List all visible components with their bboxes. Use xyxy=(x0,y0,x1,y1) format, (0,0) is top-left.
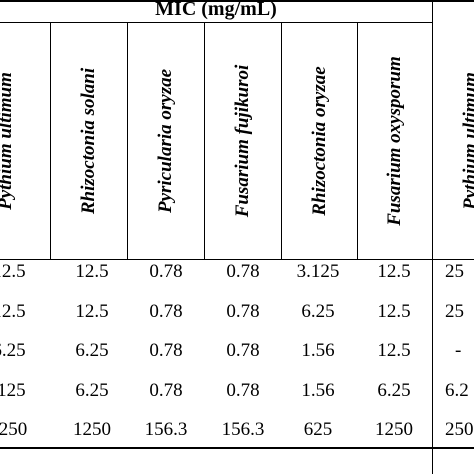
column-divider xyxy=(432,0,433,474)
group-header: MIC (mg/mL) xyxy=(155,0,277,20)
column-header: Fusarium fujikuroi xyxy=(232,64,253,218)
table-cell: 6.25 xyxy=(301,301,335,322)
header-rule xyxy=(0,259,474,260)
column-divider xyxy=(281,23,282,259)
table-cell: 12.5 xyxy=(0,261,26,282)
table-cell: 0.78 xyxy=(149,261,183,282)
table-cell: 25 xyxy=(445,301,464,322)
column-header: Rhizoctonia solani xyxy=(78,67,99,215)
table-cell: 156.3 xyxy=(144,419,188,440)
table-cell: 3.125 xyxy=(296,261,340,282)
table-cell: - xyxy=(455,340,462,361)
table-cell: 0.78 xyxy=(226,380,260,401)
group-rule xyxy=(0,22,432,23)
column-header: Rhizoctonia oryzae xyxy=(309,66,330,216)
table-cell: 6.25 xyxy=(377,380,411,401)
column-divider xyxy=(50,23,51,259)
column-divider xyxy=(127,23,128,259)
table-cell: 6.25 xyxy=(75,340,109,361)
table-cell: 250 xyxy=(0,419,28,440)
table-cell: 0.78 xyxy=(226,340,260,361)
column-header: Pythium ultimum xyxy=(460,72,474,210)
table-cell: 12.5 xyxy=(75,261,109,282)
column-divider xyxy=(357,23,358,259)
table-cell: 0.78 xyxy=(149,380,183,401)
table-cell: 156.3 xyxy=(221,419,265,440)
table-cell: 0.78 xyxy=(149,301,183,322)
table-cell: 6.25 xyxy=(75,380,109,401)
table-cell: 12.5 xyxy=(0,301,26,322)
table-cell: 12.5 xyxy=(75,301,109,322)
table-cell: 1250 xyxy=(73,419,111,440)
table-cell: 12.5 xyxy=(377,340,411,361)
table-cell: 12.5 xyxy=(377,261,411,282)
table-cell: 0.78 xyxy=(226,261,260,282)
column-header: Pythium ultimum xyxy=(0,72,16,210)
column-header: Pyricularia oryzae xyxy=(155,68,176,214)
table-cell: 1.56 xyxy=(301,380,335,401)
table-cell: 25 xyxy=(445,261,464,282)
table-cell: 6.2 xyxy=(445,380,469,401)
table-cell: 1.56 xyxy=(301,340,335,361)
table-cell: 625 xyxy=(303,419,333,440)
top-rule xyxy=(0,0,474,2)
table-cell: 12.5 xyxy=(377,301,411,322)
table-cell: 0.78 xyxy=(149,340,183,361)
table-cell: .125 xyxy=(0,380,26,401)
table-cell: 250 xyxy=(445,419,474,440)
table-cell: 1250 xyxy=(375,419,413,440)
column-divider xyxy=(204,23,205,259)
bottom-rule xyxy=(0,447,474,449)
table-cell: 6.25 xyxy=(0,340,26,361)
column-header: Fusarium oxysporum xyxy=(384,56,405,226)
table-cell: 0.78 xyxy=(226,301,260,322)
